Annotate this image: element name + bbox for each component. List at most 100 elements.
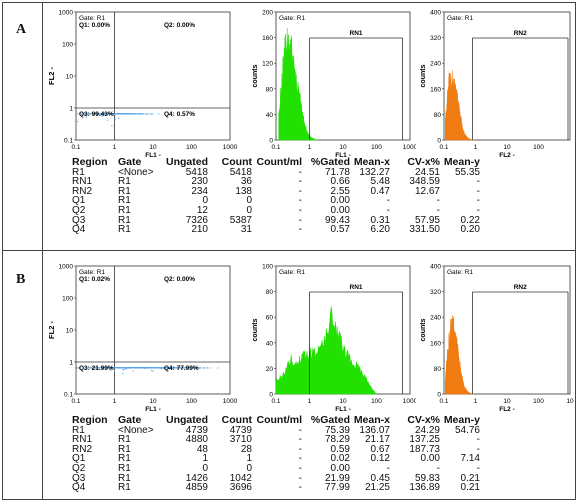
event-dot xyxy=(105,113,107,115)
y-tick-label: 40 xyxy=(266,340,274,347)
table-cell: 0.47 xyxy=(370,185,390,197)
table-header-row: Region Gate Ungated Count Count/ml %Gated Mean… xyxy=(72,156,480,168)
x-tick-label: 1000 xyxy=(223,398,238,405)
table-cell: 0 xyxy=(202,462,208,474)
event-dot xyxy=(86,367,88,369)
table-cell: - xyxy=(298,462,302,474)
x-tick-label: 10 xyxy=(566,398,574,405)
x-tick-label: 1 xyxy=(113,144,117,151)
event-dot xyxy=(138,113,140,115)
event-dot xyxy=(102,367,104,369)
event-dot xyxy=(106,113,108,115)
table-cell: 12.67 xyxy=(414,185,440,197)
event-dot xyxy=(89,367,91,369)
event-dot xyxy=(100,367,102,369)
column-header: Count xyxy=(221,156,252,168)
quadrant-q2-label: Q2: 0.00% xyxy=(164,22,195,29)
event-dot xyxy=(190,367,192,369)
gate-label: Gate: R1 xyxy=(79,269,105,276)
event-dot xyxy=(148,113,150,115)
event-dot xyxy=(207,367,209,369)
table-cell: 0.20 xyxy=(460,224,480,236)
table-cell: - xyxy=(436,204,440,216)
histogram-fl1-a: RN1 Gate: R1 200 160 120 80 40 00.1 1 10 100 1000 FL… xyxy=(252,10,416,160)
table-cell: 4739 xyxy=(185,424,208,436)
table-cell: 5418 xyxy=(229,166,252,178)
event-dot xyxy=(80,367,82,369)
table-row: Q4 R1 210 31 - 0.57 6.20 331.50 0.20 xyxy=(72,225,480,235)
quadrant-q4-label: Q4: 0.57% xyxy=(164,111,195,118)
event-dot xyxy=(88,367,90,369)
event-dot xyxy=(119,113,121,115)
table-cell: 21.99 xyxy=(324,472,350,484)
table-cell: 1426 xyxy=(185,472,208,484)
event-dot xyxy=(118,367,120,369)
x-tick-label: 0.1 xyxy=(439,398,448,405)
event-dot xyxy=(97,113,99,115)
event-dot xyxy=(101,113,103,115)
table-cell: 0.12 xyxy=(370,453,390,465)
table-cell: 59.83 xyxy=(414,472,440,484)
table-cell: 75.39 xyxy=(324,424,350,436)
event-dot xyxy=(159,367,161,369)
table-cell: R1 xyxy=(118,472,131,484)
table-cell: 0.67 xyxy=(370,443,390,455)
x-tick-label: 10 xyxy=(149,144,157,151)
table-cell: 0.59 xyxy=(330,443,350,455)
event-dot xyxy=(96,367,98,369)
y-tick-label: 400 xyxy=(430,264,441,271)
event-dot xyxy=(90,367,92,369)
event-dot xyxy=(175,367,177,369)
histogram-area xyxy=(278,27,319,141)
x-tick-label: 100 xyxy=(371,398,382,405)
x-axis-label: FL2 - xyxy=(499,406,515,413)
gate-label: Gate: R1 xyxy=(447,269,473,276)
plot-area xyxy=(443,265,571,395)
event-dot xyxy=(91,113,93,115)
event-dot xyxy=(195,367,197,369)
event-dot xyxy=(92,367,94,369)
table-cell: 331.50 xyxy=(409,224,440,236)
table-cell: 0.00 xyxy=(420,453,440,465)
y-axis-label: counts xyxy=(252,318,259,341)
event-dot xyxy=(125,367,127,369)
table-cell: - xyxy=(476,462,480,474)
x-tick-label: 10 xyxy=(339,398,347,405)
event-dot xyxy=(168,367,170,369)
table-cell: 7326 xyxy=(185,214,208,226)
table-cell: 54.76 xyxy=(454,424,480,436)
table-cell: - xyxy=(476,176,480,188)
event-dot xyxy=(92,113,94,115)
table-cell: 0 xyxy=(246,195,252,207)
event-dot xyxy=(179,367,181,369)
table-cell: Q2 xyxy=(72,204,86,216)
event-dot xyxy=(121,367,123,369)
event-dot xyxy=(180,367,182,369)
event-dot xyxy=(133,367,135,369)
event-dot xyxy=(76,367,78,369)
event-dot xyxy=(141,113,143,115)
event-dot xyxy=(137,113,139,115)
event-dot xyxy=(103,113,105,115)
event-dot xyxy=(126,368,128,370)
plot-area xyxy=(75,265,231,395)
x-tick-label: 1 xyxy=(308,144,312,151)
x-tick-label: 100 xyxy=(533,398,544,405)
table-cell: 1 xyxy=(202,453,208,465)
event-dot xyxy=(80,113,82,115)
table-cell: 78.29 xyxy=(324,434,350,446)
event-dot xyxy=(106,114,108,116)
event-cluster xyxy=(76,367,219,374)
x-tick-label: 0.1 xyxy=(439,144,448,151)
x-axis-label: FL1 - xyxy=(145,406,161,413)
table-cell: - xyxy=(298,424,302,436)
event-dot xyxy=(184,367,186,369)
table-cell: 4739 xyxy=(229,424,252,436)
event-dot xyxy=(105,367,107,369)
event-dot xyxy=(114,118,116,120)
table-cell: 0.00 xyxy=(330,462,350,474)
event-dot xyxy=(113,113,115,115)
table-cell: R1 xyxy=(118,453,131,465)
event-dot xyxy=(117,367,119,369)
table-cell: 0.00 xyxy=(330,195,350,207)
